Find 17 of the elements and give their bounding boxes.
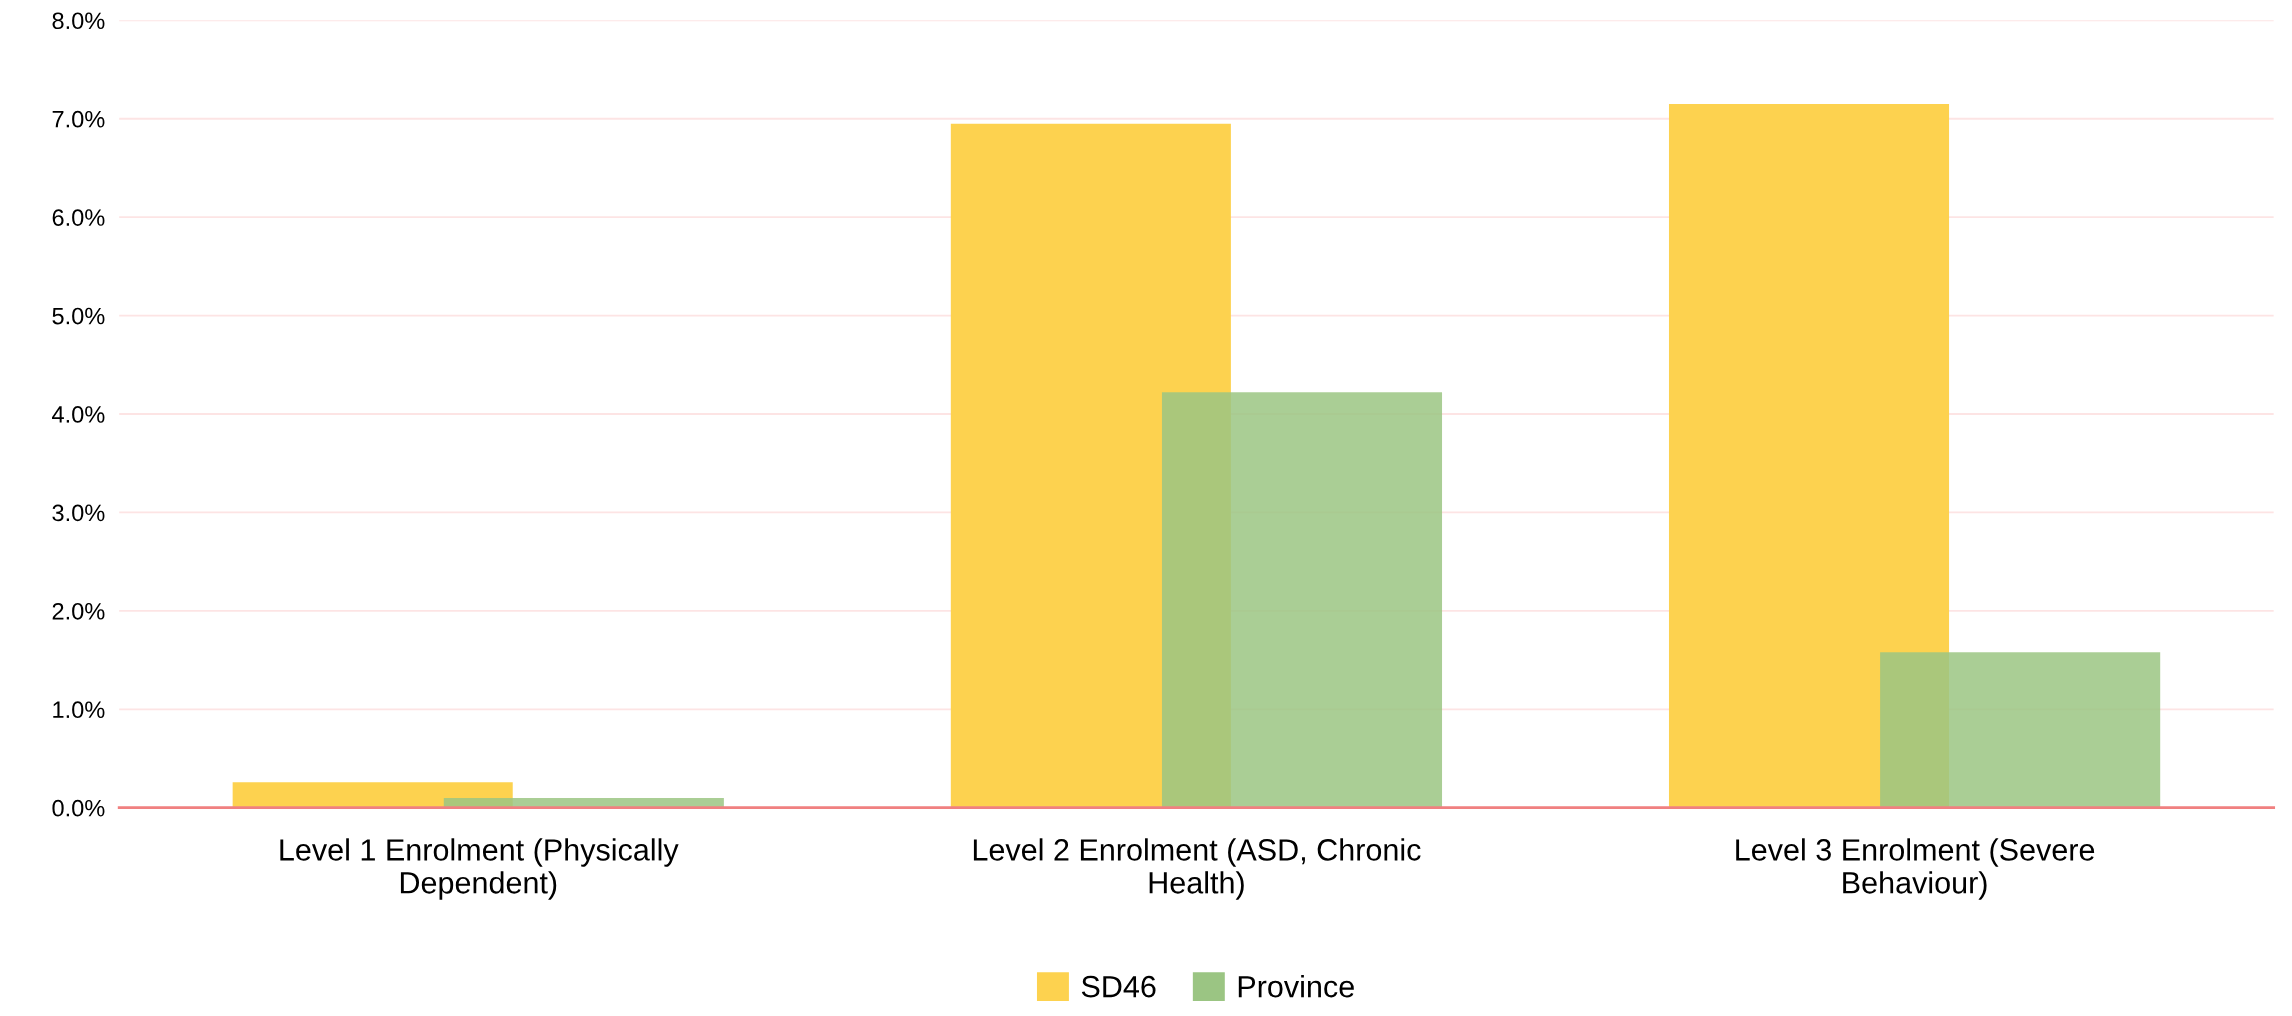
bar (1161, 392, 1443, 808)
legend-label: Province (1238, 975, 1354, 998)
x-tick-label: Level 2 Enrolment (ASD, Chronic Health) (973, 838, 1421, 900)
y-tick-label: 2.0% (52, 602, 105, 620)
y-tick-label: 7.0% (52, 110, 105, 128)
x-tick-label: Level 1 Enrolment (Physically Dependent) (280, 838, 679, 900)
bar (1880, 652, 2161, 808)
bar (1668, 103, 1950, 808)
y-tick-label: 1.0% (53, 701, 105, 719)
y-tick-label: 0.0% (52, 799, 105, 817)
y-tick-label: 3.0% (52, 504, 105, 522)
legend-label: SD46 (1081, 975, 1156, 998)
y-tick-label: 5.0% (52, 307, 105, 325)
y-tick-label: 6.0% (52, 209, 105, 226)
y-tick-label: 8.0% (52, 12, 105, 30)
y-tick-label: 4.0% (52, 406, 105, 423)
x-tick-label: Level 3 Enrolment (Severe Behaviour) (1736, 838, 2095, 900)
